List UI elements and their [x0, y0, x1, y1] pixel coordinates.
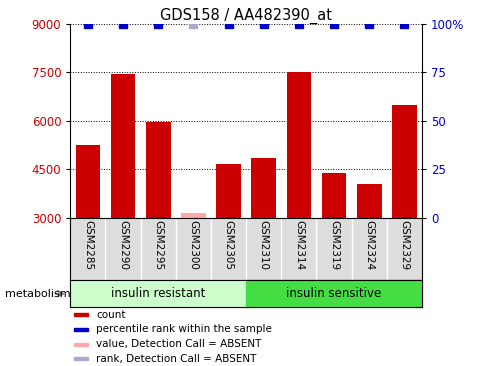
Title: GDS158 / AA482390_at: GDS158 / AA482390_at: [160, 8, 332, 24]
Bar: [70, 280, 245, 307]
Bar: [74, 328, 88, 331]
Bar: [74, 357, 88, 360]
Text: value, Detection Call = ABSENT: value, Detection Call = ABSENT: [96, 339, 261, 349]
Text: GSM2314: GSM2314: [293, 220, 303, 270]
Bar: [146, 122, 170, 218]
Text: GSM2295: GSM2295: [153, 220, 163, 270]
Text: insulin sensitive: insulin sensitive: [286, 287, 381, 300]
Text: GSM2324: GSM2324: [363, 220, 374, 270]
Bar: [286, 72, 311, 218]
Bar: [216, 164, 241, 218]
Text: GSM2305: GSM2305: [223, 220, 233, 270]
Bar: [181, 213, 205, 218]
Bar: [251, 158, 275, 218]
Bar: [110, 74, 135, 218]
Bar: [391, 105, 416, 218]
Text: GSM2329: GSM2329: [398, 220, 408, 270]
Bar: [356, 184, 381, 218]
Bar: [74, 313, 88, 316]
Text: GSM2310: GSM2310: [258, 220, 268, 270]
Bar: [245, 280, 421, 307]
Bar: [74, 343, 88, 346]
Text: GSM2290: GSM2290: [118, 220, 128, 270]
Text: percentile rank within the sample: percentile rank within the sample: [96, 324, 272, 335]
Text: metabolism: metabolism: [5, 289, 70, 299]
Text: rank, Detection Call = ABSENT: rank, Detection Call = ABSENT: [96, 354, 256, 364]
Text: count: count: [96, 310, 125, 320]
Text: GSM2319: GSM2319: [328, 220, 338, 270]
Text: insulin resistant: insulin resistant: [111, 287, 205, 300]
Text: GSM2300: GSM2300: [188, 220, 198, 269]
Bar: [76, 145, 100, 218]
Bar: [321, 172, 346, 218]
Text: GSM2285: GSM2285: [83, 220, 93, 270]
